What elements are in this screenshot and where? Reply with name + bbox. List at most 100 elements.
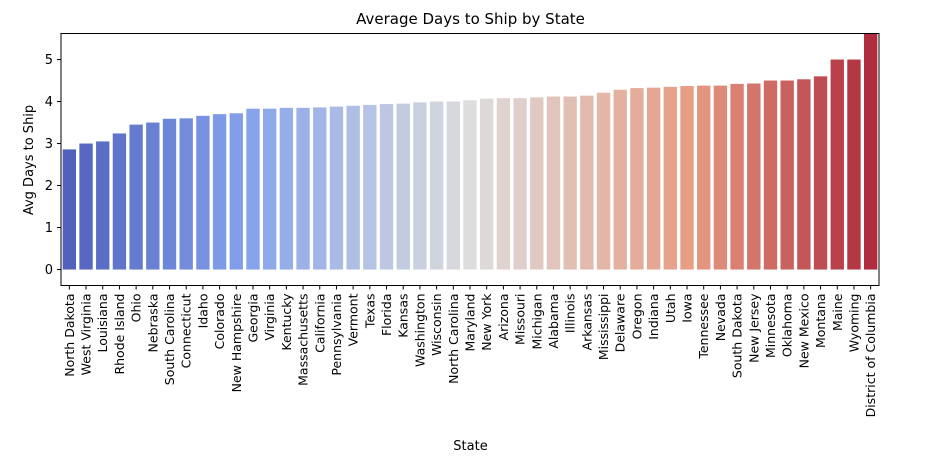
bar [62,149,77,270]
bar [229,113,243,270]
bar [530,97,544,270]
x-tick-label: Michigan [529,294,544,350]
bar [580,95,594,270]
bar [463,100,477,270]
x-tick-label: New Hampshire [229,293,244,392]
bar [413,102,427,270]
x-tick-label: Maryland [463,294,478,352]
bar [263,108,277,270]
x-tick-label: New York [479,293,494,351]
bar [329,106,344,270]
x-tick-label: New Jersey [746,293,761,363]
x-tick-label: Arkansas [579,294,594,351]
bar [713,85,728,270]
bar [296,107,310,270]
x-ticks-group: North Dakota West Virginia Louisiana Rhode … [62,285,878,418]
x-tick-label: Illinois [563,294,578,334]
plot-frame [60,33,880,286]
x-tick-label: South Dakota [730,294,745,379]
bar [546,96,561,270]
x-tick-label: Nevada [713,294,728,342]
x-tick-label: Maine [830,293,845,331]
x-tick-label: Montana [813,294,828,349]
x-tick-label: Virginia [262,294,277,341]
x-tick-label: Alabama [546,294,561,349]
y-tick-label: 0 [45,263,53,278]
bar [429,101,444,270]
bar [730,83,744,270]
x-tick-label: Minnesota [763,294,778,359]
bar [763,80,778,270]
x-tick-label: Colorado [212,294,227,350]
x-tick-label: Florida [379,294,394,337]
x-tick-label: Delaware [613,293,628,352]
x-tick-label: Texas [362,294,377,330]
bar [496,98,511,270]
x-tick-label: Wyoming [846,294,861,353]
bar [630,88,644,270]
bar [613,89,627,270]
y-tick-label: 2 [45,179,53,194]
bar [830,59,844,270]
bars-group [62,33,878,270]
x-tick-label: Nebraska [145,294,160,353]
y-tick-label: 3 [45,137,53,152]
x-tick-label: South Carolina [162,294,177,386]
x-tick-label: Idaho [195,294,210,329]
bar [129,124,143,270]
x-tick-label: North Carolina [446,294,461,384]
bar [446,101,460,270]
x-tick-label: Utah [663,294,678,324]
x-tick-label: California [312,294,327,353]
chart-title: Average Days to Ship by State [356,10,585,28]
x-tick-label: North Dakota [62,294,77,377]
bar [179,118,193,270]
x-tick-label: Missouri [513,294,528,345]
x-tick-label: Indiana [646,294,661,340]
x-tick-label: Pennsylvania [329,294,344,376]
y-tick-label: 5 [45,53,53,68]
x-tick-label: Oklahoma [780,294,795,358]
y-tick-label: 4 [45,95,53,110]
y-axis-label: Avg Days to Ship [22,105,37,215]
y-ticks-group: 0 1 2 3 4 5 [45,53,61,278]
bar [646,87,661,270]
x-tick-label: Connecticut [179,293,194,368]
x-tick-label: Kansas [396,294,411,338]
x-tick-label: Arizona [496,294,511,341]
bar [162,118,177,270]
bar [847,59,861,270]
x-tick-label: Wisconsin [429,294,444,356]
bar [313,107,327,270]
bar [79,143,93,270]
bar [513,98,527,270]
bar [396,103,410,270]
x-tick-label: Iowa [680,294,695,323]
x-axis-label: State [453,439,487,454]
x-tick-label: Ohio [129,294,144,323]
x-tick-label: Louisiana [95,294,110,353]
bar [780,80,794,270]
bar [379,104,394,270]
x-tick-label: Rhode Island [112,294,127,375]
bar [212,114,227,270]
bar [363,104,377,270]
x-tick-label: Oregon [629,294,644,340]
bar [680,86,694,270]
x-tick-label: Mississippi [596,294,611,361]
bar [196,115,210,270]
bar [663,86,678,270]
x-tick-label: District of Columbia [863,294,878,418]
bar [697,85,711,270]
bar [563,96,577,270]
bar [863,33,878,270]
bar [246,108,260,270]
bar [112,133,127,270]
bar [480,98,494,270]
bar [96,141,110,270]
x-tick-label: West Virginia [79,294,94,376]
bar [346,105,360,270]
y-tick-label: 1 [45,221,53,236]
x-tick-label: New Mexico [796,294,811,369]
